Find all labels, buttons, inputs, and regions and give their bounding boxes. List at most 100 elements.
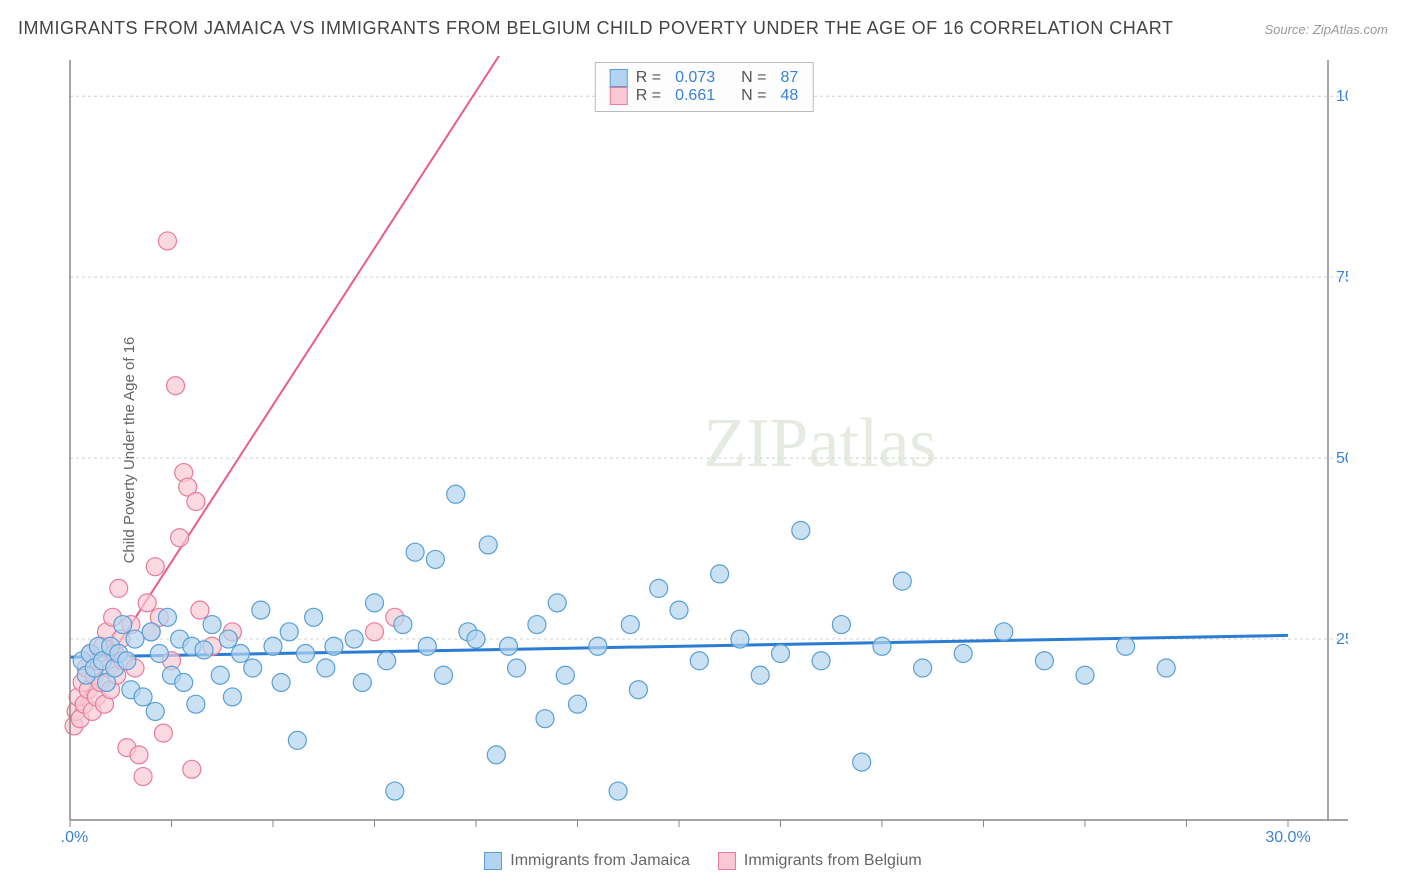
svg-text:100.0%: 100.0% xyxy=(1336,88,1348,105)
data-point xyxy=(406,543,424,561)
data-point xyxy=(435,666,453,684)
data-point xyxy=(556,666,574,684)
legend-swatch xyxy=(718,852,736,870)
data-point xyxy=(195,641,213,659)
data-point xyxy=(731,630,749,648)
series-legend-item: Immigrants from Jamaica xyxy=(484,852,690,870)
data-point xyxy=(110,579,128,597)
data-point xyxy=(394,616,412,634)
series-legend-item: Immigrants from Belgium xyxy=(718,852,922,870)
legend-swatch xyxy=(484,852,502,870)
data-point xyxy=(569,695,587,713)
data-point xyxy=(317,659,335,677)
data-point xyxy=(296,645,314,663)
data-point xyxy=(118,652,136,670)
data-point xyxy=(954,645,972,663)
data-point xyxy=(134,688,152,706)
data-point xyxy=(134,768,152,786)
data-point xyxy=(995,623,1013,641)
data-point xyxy=(114,616,132,634)
legend-r-value: 0.073 xyxy=(675,69,715,87)
data-point xyxy=(1076,666,1094,684)
data-point xyxy=(154,724,172,742)
legend-n-label: N = xyxy=(741,69,766,87)
data-point xyxy=(487,746,505,764)
data-point xyxy=(548,594,566,612)
data-point xyxy=(418,637,436,655)
data-point xyxy=(171,529,189,547)
data-point xyxy=(893,572,911,590)
scatter-plot: ZIPatlas 25.0%50.0%75.0%100.0%0.0%30.0% xyxy=(60,56,1348,844)
data-point xyxy=(873,637,891,655)
data-point xyxy=(1035,652,1053,670)
data-point xyxy=(288,731,306,749)
data-point xyxy=(621,616,639,634)
data-point xyxy=(426,550,444,568)
legend-n-label: N = xyxy=(741,87,766,105)
legend-row: R = 0.661 N = 48 xyxy=(610,87,799,105)
data-point xyxy=(130,746,148,764)
svg-text:50.0%: 50.0% xyxy=(1336,450,1348,467)
legend-row: R = 0.073 N = 87 xyxy=(610,69,799,87)
legend-n-value: 87 xyxy=(780,69,798,87)
data-point xyxy=(191,601,209,619)
legend-n-value: 48 xyxy=(780,87,798,105)
data-point xyxy=(150,645,168,663)
svg-text:75.0%: 75.0% xyxy=(1336,269,1348,286)
data-point xyxy=(812,652,830,670)
data-point xyxy=(175,673,193,691)
svg-text:30.0%: 30.0% xyxy=(1265,829,1310,844)
legend-r-value: 0.661 xyxy=(675,87,715,105)
svg-text:25.0%: 25.0% xyxy=(1336,631,1348,648)
data-point xyxy=(467,630,485,648)
data-point xyxy=(223,688,241,706)
data-point xyxy=(345,630,363,648)
data-point xyxy=(1157,659,1175,677)
data-point xyxy=(126,630,144,648)
data-point xyxy=(211,666,229,684)
data-point xyxy=(203,616,221,634)
data-point xyxy=(832,616,850,634)
data-point xyxy=(325,637,343,655)
data-point xyxy=(690,652,708,670)
data-point xyxy=(353,673,371,691)
y-axis-label: Child Poverty Under the Age of 16 xyxy=(121,337,138,564)
data-point xyxy=(508,659,526,677)
data-point xyxy=(711,565,729,583)
data-point xyxy=(158,608,176,626)
data-point xyxy=(528,616,546,634)
chart-area: Child Poverty Under the Age of 16 ZIPatl… xyxy=(60,56,1348,844)
data-point xyxy=(138,594,156,612)
legend-swatch xyxy=(610,69,628,87)
data-point xyxy=(158,232,176,250)
data-point xyxy=(792,521,810,539)
data-point xyxy=(280,623,298,641)
data-point xyxy=(219,630,237,648)
legend-swatch xyxy=(610,87,628,105)
data-point xyxy=(183,760,201,778)
svg-text:0.0%: 0.0% xyxy=(60,829,88,844)
data-point xyxy=(536,710,554,728)
data-point xyxy=(252,601,270,619)
data-point xyxy=(366,623,384,641)
data-point xyxy=(305,608,323,626)
data-point xyxy=(772,645,790,663)
data-point xyxy=(146,558,164,576)
data-point xyxy=(751,666,769,684)
data-point xyxy=(187,695,205,713)
legend-series-label: Immigrants from Jamaica xyxy=(510,852,690,870)
stats-legend: R = 0.073 N = 87 R = 0.661 N = 48 xyxy=(595,62,814,112)
data-point xyxy=(1117,637,1135,655)
data-point xyxy=(142,623,160,641)
data-point xyxy=(232,645,250,663)
data-point xyxy=(499,637,517,655)
data-point xyxy=(244,659,262,677)
legend-r-label: R = xyxy=(636,69,661,87)
data-point xyxy=(650,579,668,597)
data-point xyxy=(914,659,932,677)
data-point xyxy=(629,681,647,699)
data-point xyxy=(366,594,384,612)
data-point xyxy=(146,702,164,720)
data-point xyxy=(264,637,282,655)
data-point xyxy=(167,377,185,395)
